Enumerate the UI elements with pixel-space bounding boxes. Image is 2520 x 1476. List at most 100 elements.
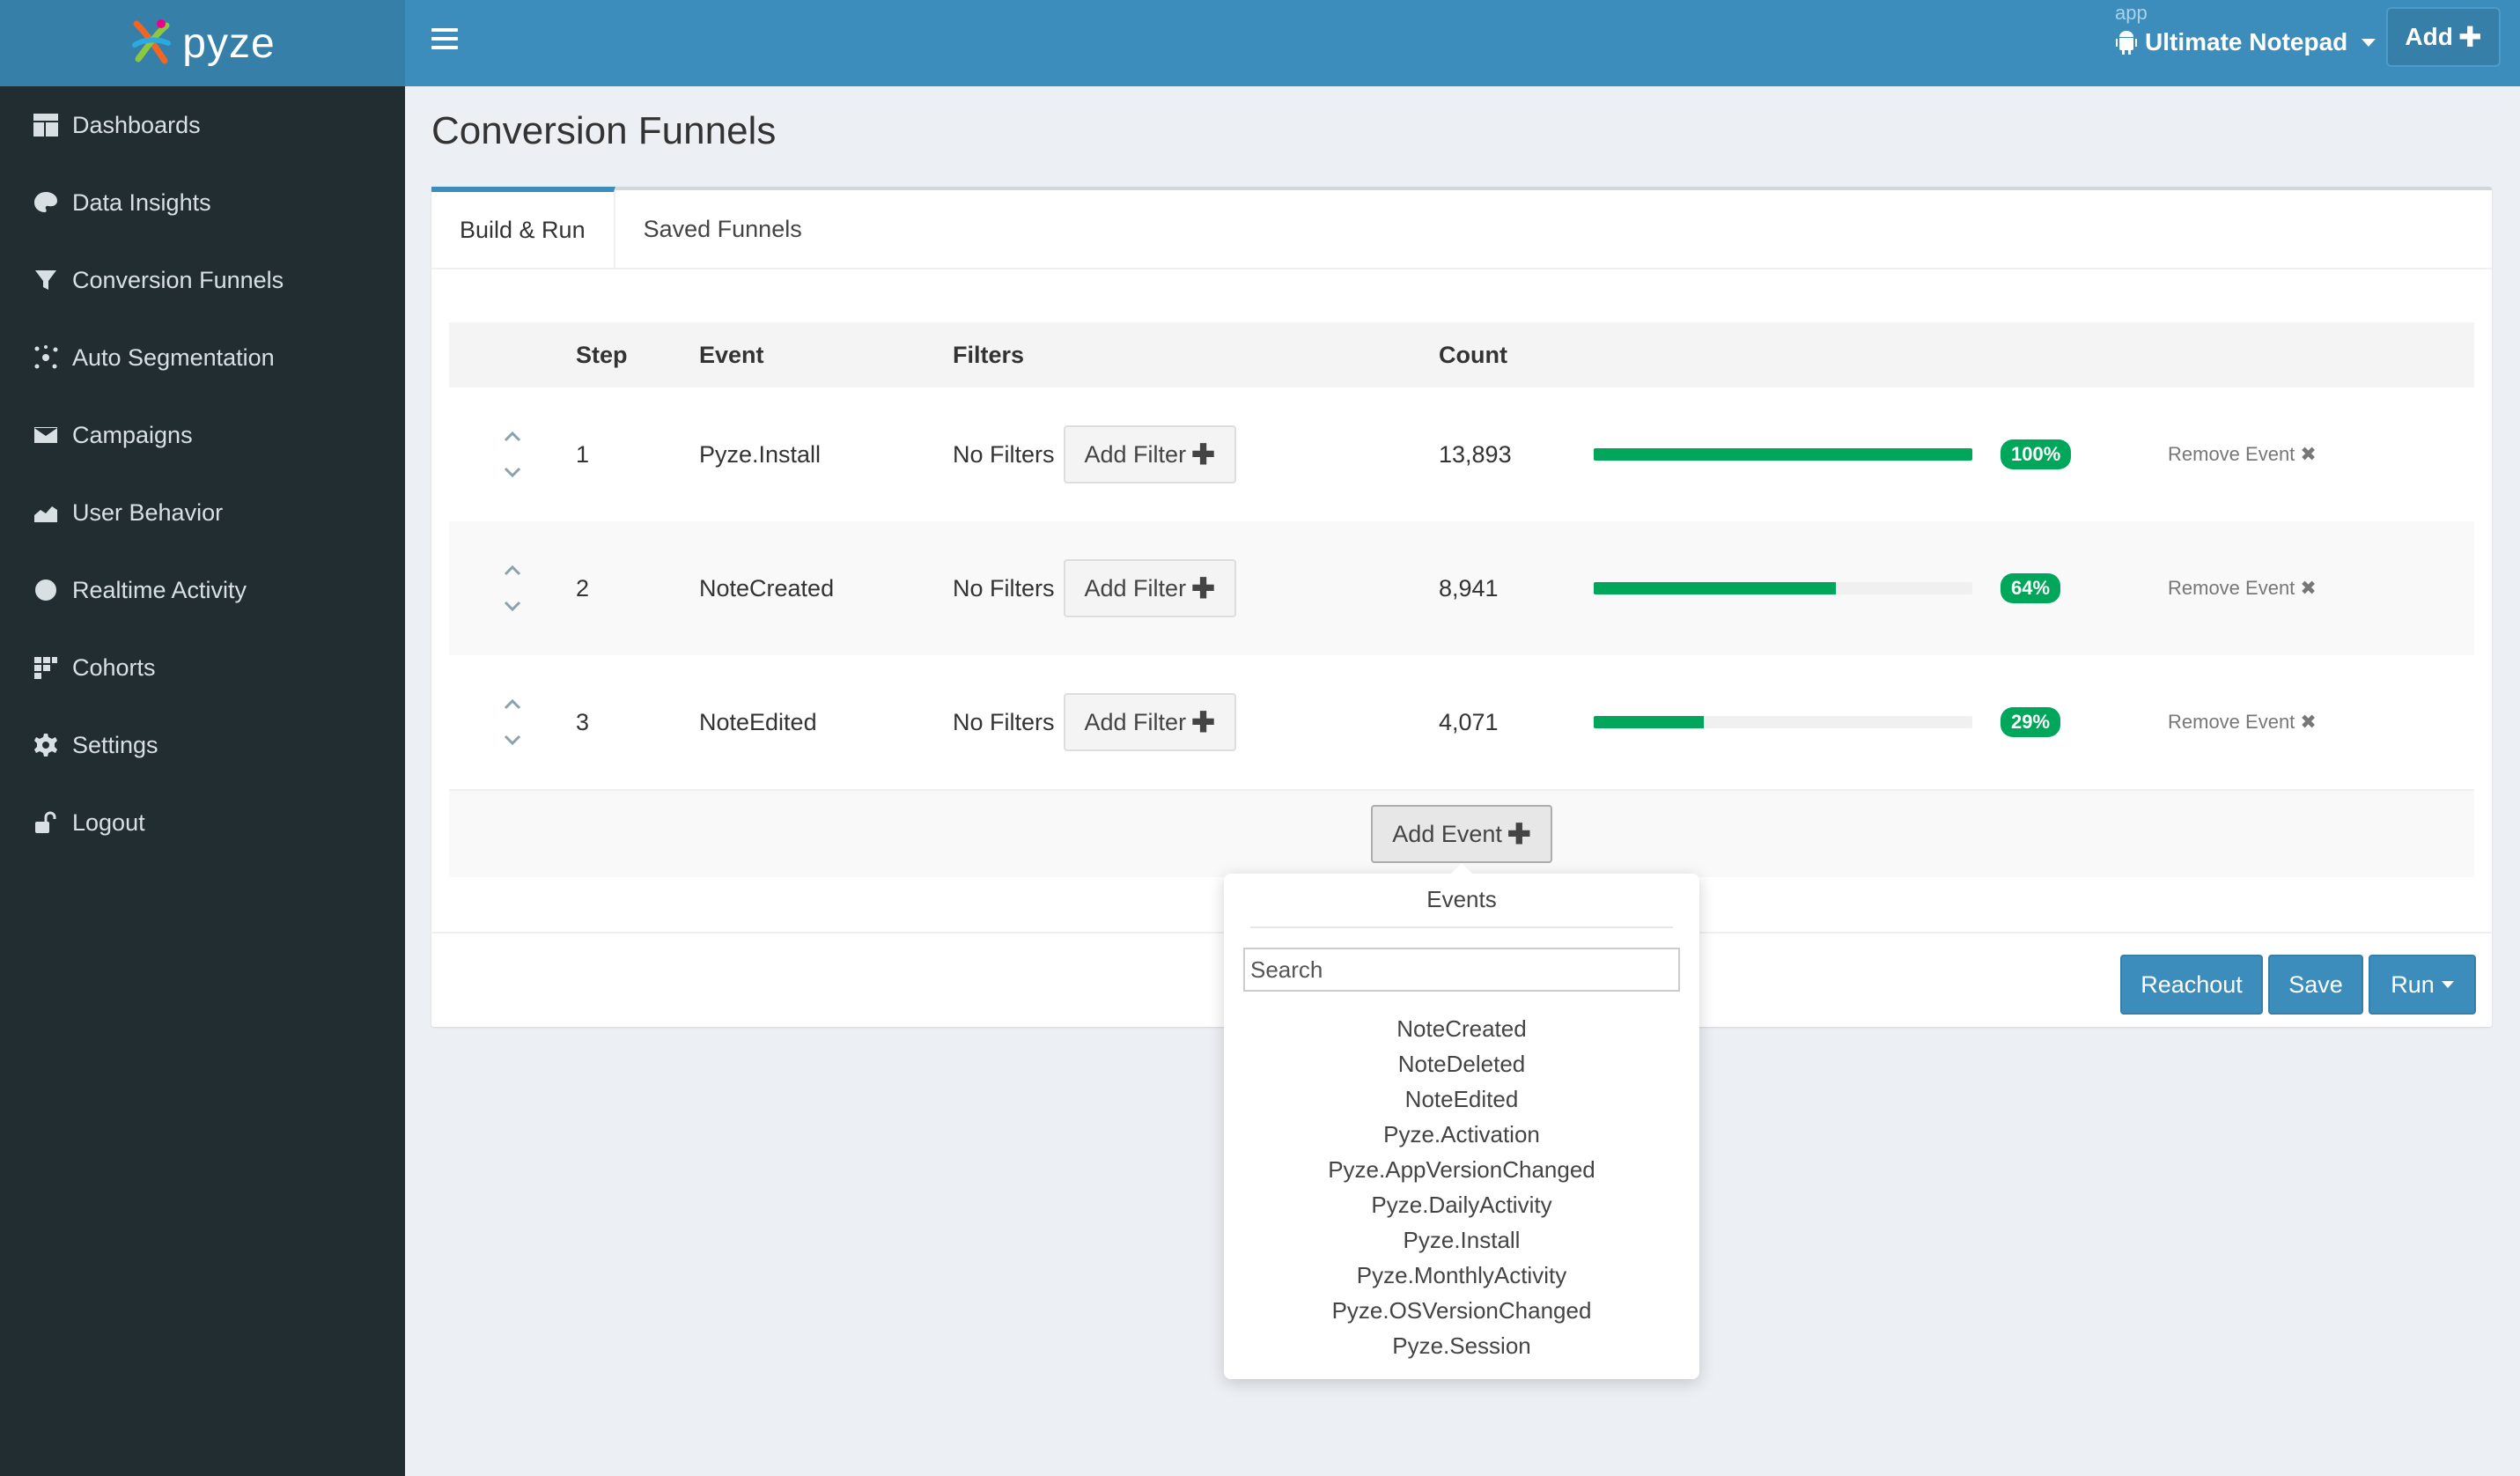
globe-icon	[30, 574, 62, 606]
progress-bar	[1594, 448, 1972, 461]
run-label: Run	[2391, 970, 2435, 998]
plus-icon: ✚	[1507, 818, 1531, 850]
sidebar-item-auto-segmentation[interactable]: Auto Segmentation	[0, 319, 405, 396]
progress-bar	[1594, 582, 1972, 594]
chevron-down-icon[interactable]	[502, 729, 523, 750]
tab-bar: Build & Run Saved Funnels	[431, 187, 2492, 269]
remove-event-label: Remove Event	[2168, 443, 2295, 465]
remove-event-link[interactable]: Remove Event ✖	[2168, 443, 2317, 466]
sidebar-item-label: Conversion Funnels	[72, 266, 284, 293]
event-option[interactable]: Pyze.AppVersionChanged	[1328, 1156, 1595, 1183]
close-icon: ✖	[2300, 711, 2317, 733]
segmentation-icon	[30, 342, 62, 373]
event-name: NoteEdited	[699, 708, 817, 735]
events-dropdown: Events NoteCreated NoteDeleted NoteEdite…	[1224, 863, 1699, 1379]
unlock-icon	[30, 807, 62, 838]
add-event-button[interactable]: Add Event ✚	[1371, 805, 1552, 863]
sidebar-item-logout[interactable]: Logout	[0, 784, 405, 861]
sidebar-item-label: User Behavior	[72, 498, 224, 526]
save-button[interactable]: Save	[2268, 955, 2363, 1015]
plus-icon: ✚	[2457, 21, 2482, 53]
sidebar-item-user-behavior[interactable]: User Behavior	[0, 474, 405, 551]
header-add-button[interactable]: Add ✚	[2386, 7, 2501, 67]
filters-cell: No Filters Add Filter ✚	[953, 559, 1439, 617]
progress-fill	[1594, 448, 1972, 461]
progress-fill	[1594, 716, 1704, 728]
chevron-down-icon[interactable]	[502, 461, 523, 483]
chevron-up-icon[interactable]	[502, 694, 523, 715]
event-option[interactable]: Pyze.Session	[1392, 1332, 1531, 1359]
event-name: NoteCreated	[699, 574, 835, 601]
chevron-down-icon	[2362, 38, 2376, 47]
sidebar-item-label: Campaigns	[72, 421, 193, 448]
reorder-controls	[449, 419, 576, 490]
app-name: Ultimate Notepad	[2145, 28, 2348, 55]
event-option[interactable]: Pyze.Install	[1403, 1227, 1521, 1253]
brand-logo[interactable]: pyze	[0, 0, 405, 86]
add-filter-button[interactable]: Add Filter ✚	[1063, 559, 1236, 617]
reachout-button[interactable]: Reachout	[2120, 955, 2263, 1015]
funnel-table: Step Event Filters Count 1 Pyze.Install …	[449, 322, 2474, 877]
progress-bar	[1594, 716, 1972, 728]
tab-build-run[interactable]: Build & Run	[431, 187, 615, 268]
add-filter-button[interactable]: Add Filter ✚	[1063, 425, 1236, 483]
event-option[interactable]: NoteDeleted	[1397, 1051, 1526, 1077]
cohorts-icon	[30, 652, 62, 683]
app-selector[interactable]: Ultimate Notepad	[2115, 25, 2376, 60]
header-filters: Filters	[953, 341, 1025, 368]
run-button[interactable]: Run	[2369, 955, 2476, 1015]
event-option[interactable]: Pyze.OSVersionChanged	[1331, 1297, 1592, 1324]
table-row: 1 Pyze.Install No Filters Add Filter ✚ 13…	[449, 387, 2474, 521]
tab-saved-funnels[interactable]: Saved Funnels	[643, 215, 802, 242]
event-option[interactable]: Pyze.MonthlyActivity	[1356, 1262, 1567, 1288]
progress-fill	[1594, 582, 1837, 594]
sidebar-item-dashboards[interactable]: Dashboards	[0, 86, 405, 164]
sidebar-item-label: Settings	[72, 731, 158, 758]
event-option[interactable]: NoteCreated	[1396, 1015, 1527, 1042]
filters-status: No Filters	[953, 708, 1055, 735]
sidebar-item-conversion-funnels[interactable]: Conversion Funnels	[0, 241, 405, 319]
header-step: Step	[576, 341, 628, 368]
sidebar-item-cohorts[interactable]: Cohorts	[0, 629, 405, 706]
panel-footer: Reachout Save Run	[431, 932, 2492, 1027]
brand-name: pyze	[182, 19, 276, 67]
sidebar-item-campaigns[interactable]: Campaigns	[0, 396, 405, 474]
plus-icon: ✚	[1191, 572, 1215, 604]
event-option[interactable]: Pyze.DailyActivity	[1371, 1192, 1552, 1218]
page-title: Conversion Funnels	[431, 109, 777, 152]
table-header: Step Event Filters Count	[449, 322, 2474, 387]
chevron-up-icon[interactable]	[502, 426, 523, 447]
dropdown-title: Events	[1250, 874, 1673, 928]
sidebar-item-data-insights[interactable]: Data Insights	[0, 164, 405, 241]
event-count: 4,071	[1439, 708, 1499, 735]
sidebar-item-label: Auto Segmentation	[72, 343, 275, 371]
event-count: 8,941	[1439, 574, 1499, 601]
remove-event-link[interactable]: Remove Event ✖	[2168, 577, 2317, 600]
event-search-input[interactable]	[1243, 948, 1680, 992]
sidebar-item-realtime-activity[interactable]: Realtime Activity	[0, 551, 405, 629]
filters-cell: No Filters Add Filter ✚	[953, 425, 1439, 483]
chevron-up-icon[interactable]	[502, 560, 523, 581]
event-option[interactable]: Pyze.Activation	[1383, 1121, 1540, 1148]
add-filter-label: Add Filter	[1084, 574, 1187, 601]
step-number: 2	[576, 574, 590, 601]
event-option[interactable]: NoteEdited	[1404, 1086, 1519, 1112]
funnel-panel: Build & Run Saved Funnels Step Event Fil…	[431, 187, 2492, 1027]
add-filter-button[interactable]: Add Filter ✚	[1063, 693, 1236, 751]
dashboard-icon	[30, 109, 62, 141]
filter-icon	[30, 264, 62, 296]
chevron-down-icon[interactable]	[502, 595, 523, 616]
remove-event-link[interactable]: Remove Event ✖	[2168, 711, 2317, 734]
sidebar-item-settings[interactable]: Settings	[0, 706, 405, 784]
event-count: 13,893	[1439, 440, 1512, 468]
remove-event-label: Remove Event	[2168, 711, 2295, 733]
filters-status: No Filters	[953, 574, 1055, 601]
event-list: NoteCreated NoteDeleted NoteEdited Pyze.…	[1224, 1011, 1699, 1363]
menu-toggle-icon[interactable]	[431, 28, 458, 55]
envelope-icon	[30, 419, 62, 451]
area-chart-icon	[30, 497, 62, 528]
header-event: Event	[699, 341, 764, 368]
step-number: 3	[576, 708, 590, 735]
app-label: app	[2115, 2, 2148, 24]
sidebar-item-label: Logout	[72, 808, 145, 836]
